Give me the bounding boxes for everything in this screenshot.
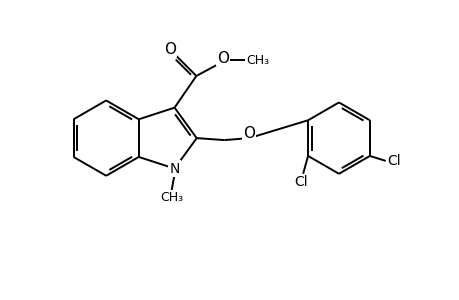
Text: CH₃: CH₃ bbox=[160, 191, 183, 204]
Text: N: N bbox=[169, 162, 179, 176]
Text: Cl: Cl bbox=[386, 154, 400, 168]
Text: Cl: Cl bbox=[294, 175, 308, 189]
Text: O: O bbox=[217, 51, 229, 66]
Text: O: O bbox=[164, 42, 176, 57]
Text: CH₃: CH₃ bbox=[246, 54, 269, 67]
Text: O: O bbox=[243, 126, 255, 141]
